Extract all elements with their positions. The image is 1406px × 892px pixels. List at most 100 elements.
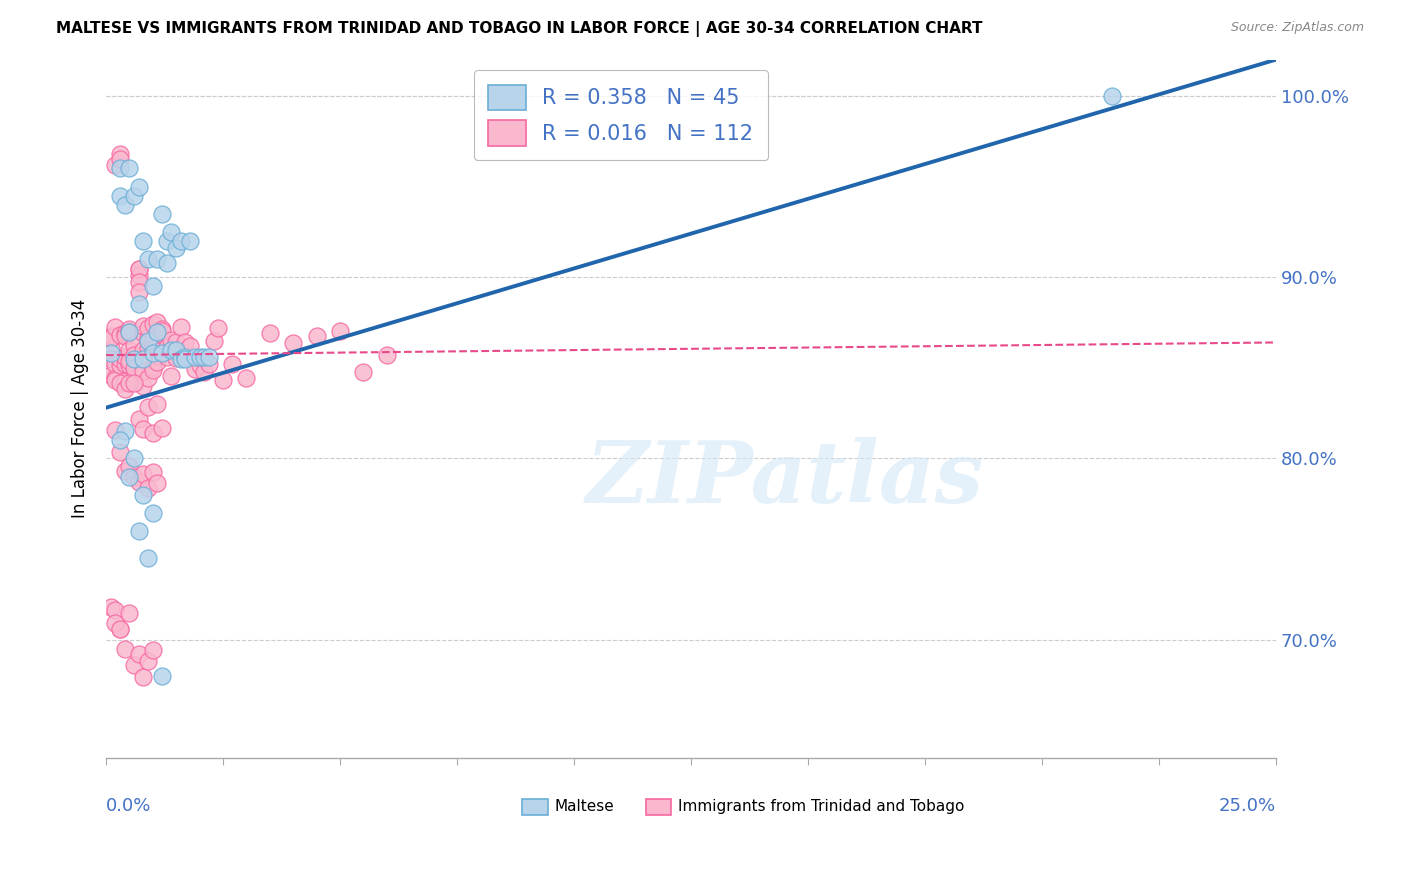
- Point: [150, 207, 173, 221]
- Point: [108, 622, 131, 636]
- Point: [198, 357, 221, 371]
- Point: [128, 647, 150, 661]
- Point: [1101, 88, 1123, 103]
- Point: [108, 152, 131, 166]
- Point: [179, 339, 201, 353]
- Point: [122, 376, 145, 390]
- Point: [142, 332, 165, 346]
- Point: [104, 371, 127, 385]
- Point: [179, 234, 201, 248]
- Point: [142, 466, 165, 480]
- Point: [132, 319, 155, 334]
- Y-axis label: In Labor Force | Age 30-34: In Labor Force | Age 30-34: [72, 299, 89, 518]
- Point: [118, 354, 141, 368]
- Point: [122, 338, 145, 352]
- Point: [142, 643, 165, 657]
- Point: [114, 464, 136, 478]
- Point: [212, 373, 235, 387]
- Point: [122, 372, 145, 386]
- Point: [132, 351, 155, 366]
- Point: [165, 241, 187, 255]
- Point: [132, 378, 155, 392]
- Point: [118, 359, 141, 373]
- Point: [160, 369, 183, 384]
- Point: [174, 350, 197, 364]
- Point: [100, 331, 122, 345]
- Point: [122, 361, 145, 376]
- Point: [142, 279, 165, 293]
- Point: [118, 343, 141, 358]
- Point: [104, 423, 127, 437]
- Point: [118, 469, 141, 483]
- Point: [128, 285, 150, 299]
- Point: [146, 476, 169, 491]
- Point: [100, 328, 122, 343]
- Point: [104, 357, 127, 371]
- Point: [122, 351, 145, 366]
- Point: [136, 342, 159, 356]
- Point: [114, 326, 136, 340]
- Point: [142, 346, 165, 360]
- Point: [114, 358, 136, 372]
- Point: [146, 397, 169, 411]
- Point: [118, 161, 141, 176]
- Point: [128, 275, 150, 289]
- Point: [281, 335, 304, 350]
- Text: Source: ZipAtlas.com: Source: ZipAtlas.com: [1230, 21, 1364, 35]
- Point: [352, 365, 374, 379]
- Point: [160, 343, 183, 357]
- Point: [122, 188, 145, 202]
- Point: [184, 350, 207, 364]
- Point: [108, 328, 131, 343]
- Point: [136, 350, 159, 364]
- Point: [132, 364, 155, 378]
- Point: [160, 333, 183, 347]
- Point: [118, 325, 141, 339]
- Point: [150, 346, 173, 360]
- Point: [156, 340, 179, 354]
- Point: [136, 331, 159, 345]
- Point: [100, 346, 122, 360]
- Point: [114, 425, 136, 439]
- Point: [108, 146, 131, 161]
- Point: [100, 368, 122, 383]
- Point: [174, 351, 197, 366]
- Point: [132, 343, 155, 358]
- Point: [142, 425, 165, 440]
- Point: [136, 654, 159, 668]
- Point: [170, 320, 193, 334]
- Point: [146, 355, 169, 369]
- Point: [136, 481, 159, 495]
- Text: Maltese: Maltese: [554, 799, 614, 814]
- Point: [188, 358, 211, 372]
- Point: [128, 262, 150, 277]
- Point: [128, 179, 150, 194]
- Point: [104, 602, 127, 616]
- Point: [104, 319, 127, 334]
- Point: [146, 325, 169, 339]
- Point: [132, 670, 155, 684]
- Point: [132, 488, 155, 502]
- Point: [136, 334, 159, 348]
- Point: [132, 422, 155, 436]
- Point: [142, 317, 165, 331]
- Point: [128, 524, 150, 538]
- Point: [170, 234, 193, 248]
- Point: [136, 400, 159, 414]
- Point: [202, 334, 225, 349]
- Point: [114, 382, 136, 396]
- Point: [235, 371, 257, 385]
- Point: [142, 359, 165, 374]
- Point: [165, 351, 187, 366]
- Point: [128, 297, 150, 311]
- Point: [184, 362, 207, 376]
- Point: [136, 551, 159, 566]
- Point: [156, 234, 179, 248]
- Point: [122, 451, 145, 466]
- Point: [108, 161, 131, 176]
- Point: [193, 365, 215, 379]
- Point: [156, 350, 179, 364]
- Point: [104, 373, 127, 387]
- Point: [165, 334, 187, 349]
- Point: [146, 252, 169, 266]
